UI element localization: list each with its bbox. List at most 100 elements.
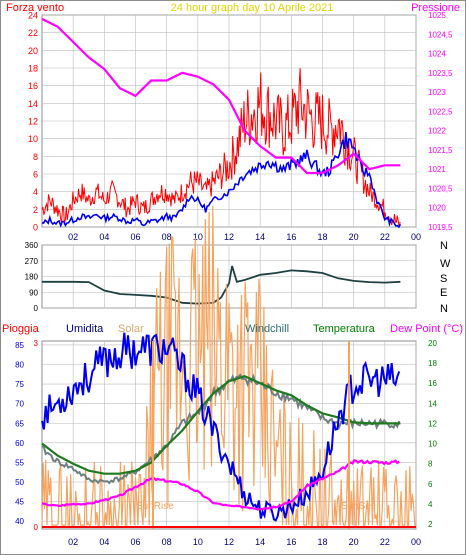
time-tick-label: 16 bbox=[286, 232, 296, 242]
sunset-label: SunSet bbox=[341, 501, 374, 512]
time-tick-label: 06 bbox=[130, 537, 140, 547]
humidity-tick-label: 80 bbox=[15, 361, 24, 370]
legend-rain: Pioggia bbox=[2, 323, 40, 335]
pressure-tick-label: 1021 bbox=[428, 165, 446, 174]
time-tick-label: 02 bbox=[68, 537, 78, 547]
wind-speed-axis-title: Forza vento bbox=[6, 2, 64, 14]
temperature-tick-label: 14 bbox=[428, 399, 437, 408]
series-wind-average-line bbox=[41, 132, 402, 229]
wind-speed-tick-label: 20 bbox=[28, 46, 38, 56]
compass-label: S bbox=[440, 273, 447, 285]
time-tick-label: 16 bbox=[286, 537, 296, 547]
compass-label: E bbox=[440, 287, 447, 299]
temperature-tick-label: 18 bbox=[428, 359, 437, 368]
temperature-tick-label: 8 bbox=[428, 460, 433, 469]
pressure-tick-label: 1022,5 bbox=[428, 107, 453, 116]
series-solar-line bbox=[41, 205, 416, 526]
time-tick-label: 20 bbox=[349, 232, 359, 242]
humidity-tick-label: 70 bbox=[15, 400, 24, 409]
wind-direction-tick-label: 360 bbox=[25, 241, 39, 250]
time-tick-label: 12 bbox=[224, 232, 234, 242]
time-tick-label: 04 bbox=[99, 232, 109, 242]
pressure-tick-label: 1020,5 bbox=[428, 184, 453, 193]
time-tick-label: 00 bbox=[411, 232, 421, 242]
compass-label: N bbox=[440, 303, 448, 315]
time-tick-label: 02 bbox=[68, 232, 78, 242]
legend-temperature: Temperatura bbox=[313, 323, 376, 335]
rain-tick-label: 3 bbox=[34, 339, 39, 348]
pressure-axis-title: Pressione bbox=[411, 2, 460, 14]
wind-speed-tick-label: 18 bbox=[28, 64, 38, 74]
compass-label: N bbox=[440, 240, 448, 252]
time-tick-label: 18 bbox=[317, 232, 327, 242]
humidity-tick-label: 85 bbox=[15, 341, 24, 350]
humidity-tick-label: 75 bbox=[15, 380, 24, 389]
legend-windchill: Windchill bbox=[245, 323, 289, 335]
time-tick-label: 18 bbox=[317, 537, 327, 547]
wind-pressure-time-axis: 02 04 06 08 10 12 14 16 18 20 22 00 bbox=[68, 232, 421, 242]
temperature-tick-label: 2 bbox=[428, 520, 433, 529]
humidity-tick-label: 65 bbox=[15, 419, 24, 428]
wind-speed-tick-label: 8 bbox=[33, 152, 38, 162]
time-tick-label: 06 bbox=[130, 232, 140, 242]
series-windchill-line bbox=[41, 373, 401, 485]
rain-axis: 30 bbox=[34, 339, 39, 532]
sunrise-label: SunRise bbox=[136, 501, 174, 512]
time-tick-label: 14 bbox=[255, 232, 265, 242]
pressure-tick-label: 1023,5 bbox=[428, 69, 453, 78]
time-tick-label: 10 bbox=[193, 537, 203, 547]
pressure-tick-label: 1020 bbox=[428, 204, 446, 213]
pressure-tick-label: 1023 bbox=[428, 88, 446, 97]
humidity-tick-label: 45 bbox=[15, 498, 24, 507]
temperature-tick-label: 12 bbox=[428, 419, 437, 428]
time-tick-label: 00 bbox=[411, 537, 421, 547]
humidity-axis: 40 45 50 55 60 65 70 75 80 85 bbox=[15, 341, 24, 526]
wind-speed-tick-label: 12 bbox=[28, 117, 38, 127]
temperature-tick-label: 20 bbox=[428, 339, 437, 348]
series-humidity-line bbox=[41, 332, 401, 522]
series-dew-point-line bbox=[41, 458, 400, 511]
compass-label: W bbox=[440, 258, 451, 270]
humidity-tick-label: 60 bbox=[15, 439, 24, 448]
time-tick-label: 08 bbox=[162, 232, 172, 242]
wind-speed-tick-label: 0 bbox=[33, 223, 38, 233]
series-temperature-line bbox=[41, 375, 401, 475]
wind-direction-tick-label: 180 bbox=[25, 273, 39, 282]
legend-dew-point: Dew Point (°C) bbox=[390, 323, 463, 335]
wind-speed-tick-label: 4 bbox=[33, 187, 38, 197]
wind-direction-axis: 0 90 180 270 360 bbox=[25, 241, 39, 313]
pressure-tick-label: 1019,5 bbox=[428, 223, 453, 232]
wind-pressure-title: 24 hour graph day 10 Aprile 2021 bbox=[171, 2, 334, 14]
pressure-axis: 1019,5 1020 1020,5 1021 1021,5 1022 1022,5 1023… bbox=[428, 11, 453, 232]
temperature-tick-label: 4 bbox=[428, 500, 433, 509]
humidity-tick-label: 40 bbox=[15, 517, 24, 526]
temperature-tick-label: 10 bbox=[428, 440, 437, 449]
time-tick-label: 22 bbox=[380, 537, 390, 547]
temperature-time-axis: 02 04 06 08 10 12 14 16 18 20 22 00 bbox=[68, 537, 421, 547]
pressure-tick-label: 1024,5 bbox=[428, 30, 453, 39]
time-tick-label: 08 bbox=[162, 537, 172, 547]
wind-speed-tick-label: 14 bbox=[28, 99, 38, 109]
rain-tick-label: 0 bbox=[34, 523, 39, 532]
legend-humidity: Umidita bbox=[66, 323, 104, 335]
wind-speed-tick-label: 22 bbox=[28, 28, 38, 38]
legend-solar: Solar bbox=[118, 323, 144, 335]
pressure-tick-label: 1025 bbox=[428, 11, 446, 20]
time-tick-label: 22 bbox=[380, 232, 390, 242]
series-wind-direction-line bbox=[42, 265, 401, 305]
wind-direction-tick-label: 90 bbox=[29, 288, 38, 297]
temperature-tick-label: 16 bbox=[428, 379, 437, 388]
time-tick-label: 04 bbox=[99, 537, 109, 547]
wind-speed-tick-label: 10 bbox=[28, 134, 38, 144]
time-tick-label: 20 bbox=[349, 537, 359, 547]
pressure-tick-label: 1022 bbox=[428, 127, 446, 136]
temperature-tick-label: 6 bbox=[428, 480, 433, 489]
wind-speed-tick-label: 24 bbox=[28, 11, 38, 21]
time-tick-label: 14 bbox=[255, 537, 265, 547]
humidity-tick-label: 55 bbox=[15, 458, 24, 467]
